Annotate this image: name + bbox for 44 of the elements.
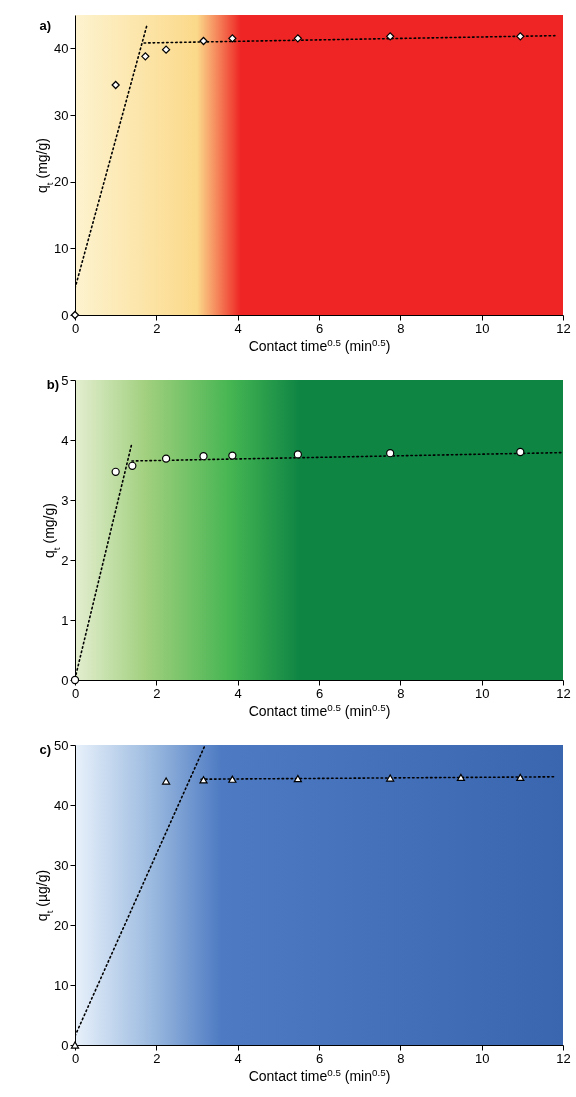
x-tick-label: 12	[556, 1050, 571, 1066]
y-tick-label: 50	[54, 737, 69, 753]
x-tick-label: 10	[474, 1050, 490, 1066]
y-tick-label: 20	[54, 917, 69, 933]
chart-title: c)	[39, 742, 52, 757]
x-tick-label: 4	[234, 1050, 242, 1066]
y-tick-label: 1	[61, 612, 69, 628]
x-tick-label: 0	[71, 320, 80, 336]
x-tick-label: 6	[315, 320, 324, 336]
x-tick-label: 12	[556, 320, 571, 336]
chart-title: b)	[46, 377, 60, 392]
y-tick-label: 5	[61, 372, 69, 388]
y-tick-label: 0	[61, 307, 69, 323]
y-tick-label: 20	[54, 174, 69, 190]
y-tick-label: 30	[54, 107, 69, 123]
y-tick-label: 3	[61, 492, 69, 508]
x-tick-label: 12	[556, 685, 571, 701]
x-axis-title: Contact time$^{0.5}$ (min$^{0.5}$)	[248, 336, 391, 354]
y-tick-label: 0	[61, 1037, 69, 1053]
chart-title: a)	[39, 18, 52, 33]
y-tick-label: 10	[54, 240, 69, 256]
x-tick-label: 6	[315, 685, 324, 701]
x-tick-label: 4	[234, 320, 242, 336]
y-tick-label: 0	[61, 672, 69, 688]
x-tick-label: 2	[153, 685, 161, 701]
y-tick-label: 10	[54, 977, 69, 993]
y-tick-label: 2	[61, 552, 69, 568]
x-tick-label: 10	[474, 320, 490, 336]
x-tick-label: 2	[153, 1050, 161, 1066]
x-axis-title: Contact time$^{0.5}$ (min$^{0.5}$)	[248, 1066, 391, 1084]
x-tick-label: 10	[474, 685, 490, 701]
x-tick-label: 6	[315, 1050, 324, 1066]
y-tick-label: 40	[54, 797, 69, 813]
x-axis-title: Contact time$^{0.5}$ (min$^{0.5}$)	[248, 701, 391, 719]
x-tick-label: 0	[71, 1050, 80, 1066]
x-tick-label: 2	[153, 320, 161, 336]
x-tick-label: 8	[397, 320, 405, 336]
x-tick-label: 0	[71, 685, 80, 701]
x-tick-label: 4	[234, 685, 242, 701]
x-tick-label: 8	[397, 1050, 405, 1066]
y-tick-label: 30	[54, 857, 69, 873]
x-tick-label: 8	[397, 685, 405, 701]
y-tick-label: 4	[61, 432, 69, 448]
y-tick-label: 40	[54, 40, 69, 56]
